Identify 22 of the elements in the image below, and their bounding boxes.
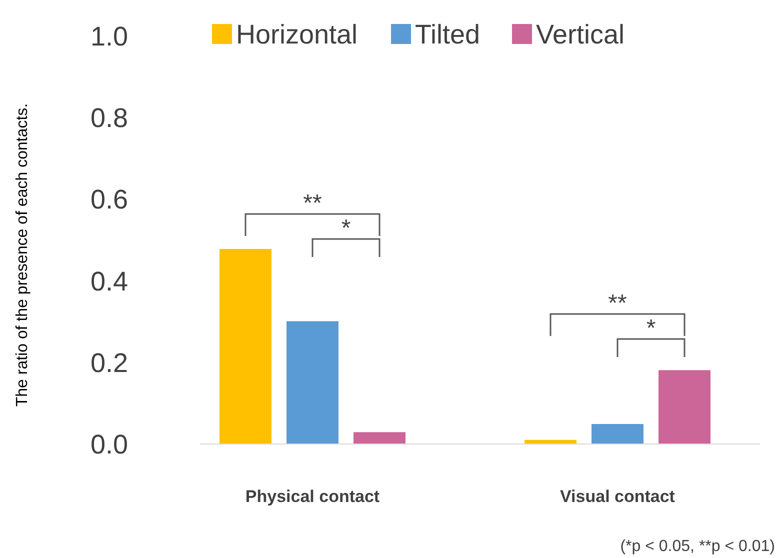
legend-label: Vertical (536, 19, 625, 50)
y-tick-label: 1.0 (90, 21, 128, 52)
x-tick-label: Visual contact (560, 487, 676, 506)
y-tick-label: 0.8 (90, 103, 128, 134)
bar (220, 248, 272, 444)
text: (*p < 0.05, **p < 0.01) (620, 538, 775, 555)
annotation: ** (303, 190, 322, 217)
y-tick-label: 0.2 (90, 348, 128, 378)
legend-label: Tilted (415, 19, 480, 50)
y-tick-label: 0.4 (90, 266, 128, 296)
x-tick-label: Physical contact (245, 487, 380, 506)
annotation: ** (608, 290, 627, 317)
annotation: * (341, 215, 351, 242)
bar (658, 370, 710, 444)
y-axis-title: The ratio of the presence of each contacts. (14, 103, 31, 407)
y-tick-label: 0.6 (90, 184, 128, 215)
annotation: * (646, 315, 656, 342)
bar (354, 432, 406, 444)
y-tick-label: 0.0 (90, 429, 128, 460)
legend-label: Horizontal (236, 19, 358, 50)
bar (286, 321, 338, 444)
bar (592, 424, 644, 444)
